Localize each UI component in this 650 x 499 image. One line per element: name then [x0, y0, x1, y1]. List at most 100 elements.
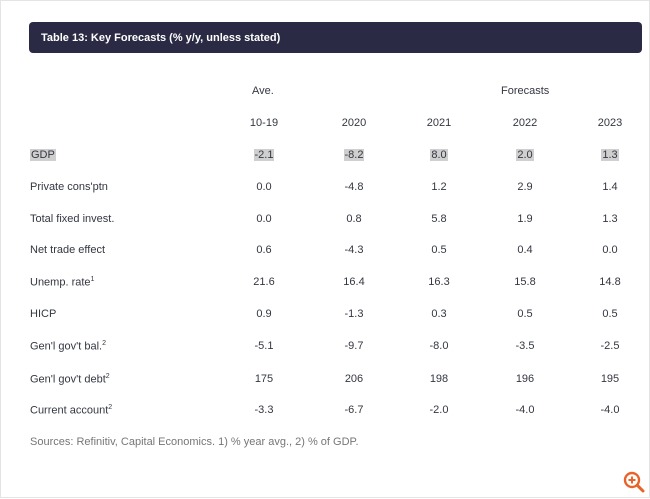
cell-value: 175	[254, 373, 274, 385]
cell-value: 1.2	[431, 181, 447, 193]
cell-value: -3.5	[515, 340, 535, 352]
cell-value: 1.3	[602, 213, 618, 225]
zoom-in-icon[interactable]	[622, 470, 646, 494]
column-header: 10-19	[249, 117, 279, 129]
cell-value: 1.4	[602, 181, 618, 193]
cell-value: 15.8	[514, 276, 536, 288]
table-cell: 1.4	[580, 181, 640, 193]
table-cell: -1.3	[324, 308, 384, 320]
cell-value: 196	[515, 373, 535, 385]
cell-value: 0.5	[517, 308, 533, 320]
footnote-marker: 2	[108, 404, 113, 411]
table-cell: 8.0	[409, 149, 469, 161]
table-cell: -4.3	[324, 244, 384, 256]
table-cell: 206	[324, 373, 384, 385]
cell-value: -4.0	[600, 404, 620, 416]
cell-value: -8.0	[429, 340, 449, 352]
table-cell: 0.5	[495, 308, 555, 320]
cell-value: 2.0	[516, 149, 534, 161]
cell-value: 14.8	[599, 276, 621, 288]
cell-value: 0.0	[602, 244, 618, 256]
table-cell: -3.5	[495, 340, 555, 352]
table-cell: -8.0	[409, 340, 469, 352]
table-cell: 1.2	[409, 181, 469, 193]
row-label: Current account2	[30, 404, 112, 417]
cell-value: -2.1	[253, 149, 275, 161]
table-cell: 1.3	[580, 213, 640, 225]
cell-value: 0.5	[602, 308, 618, 320]
table-cell: 0.3	[409, 308, 469, 320]
cell-value: 0.0	[256, 213, 272, 225]
row-label-text: Current account	[30, 404, 109, 417]
cell-value: 206	[344, 373, 364, 385]
cell-value: -5.1	[254, 340, 274, 352]
cell-value: -9.7	[344, 340, 364, 352]
table-cell: 198	[409, 373, 469, 385]
table-cell: 15.8	[495, 276, 555, 288]
table-cell: 14.8	[580, 276, 640, 288]
cell-value: -1.3	[344, 308, 364, 320]
table-cell: 0.5	[580, 308, 640, 320]
table-cell: -5.1	[234, 340, 294, 352]
cell-value: 0.6	[256, 244, 272, 256]
table-title-bar: Table 13: Key Forecasts (% y/y, unless s…	[29, 22, 642, 53]
row-label-text: Private cons'ptn	[30, 181, 108, 193]
table-cell: 16.3	[409, 276, 469, 288]
column-header: 2021	[426, 117, 452, 129]
cell-value: 0.0	[256, 181, 272, 193]
row-label-text: Gen'l gov't bal.	[30, 340, 103, 353]
footnote-marker: 2	[105, 373, 110, 380]
cell-value: 0.9	[256, 308, 272, 320]
cell-value: 195	[600, 373, 620, 385]
table-cell: 0.5	[409, 244, 469, 256]
cell-value: 16.4	[343, 276, 365, 288]
row-label: HICP	[30, 308, 56, 320]
cell-value: 16.3	[428, 276, 450, 288]
cell-value: -4.3	[344, 244, 364, 256]
cell-value: 5.8	[431, 213, 447, 225]
cell-value: 0.8	[346, 213, 362, 225]
cell-value: 21.6	[253, 276, 275, 288]
cell-value: 8.0	[430, 149, 448, 161]
column-header: 2022	[512, 117, 538, 129]
table-cell: -2.5	[580, 340, 640, 352]
cell-value: 0.4	[517, 244, 533, 256]
cell-value: 1.9	[517, 213, 533, 225]
zoom-button[interactable]	[622, 470, 646, 494]
table-cell: 21.6	[234, 276, 294, 288]
column-header: 2020	[341, 117, 367, 129]
row-label: Net trade effect	[30, 244, 105, 256]
row-label-text: Unemp. rate	[30, 276, 91, 289]
cell-value: 198	[429, 373, 449, 385]
table-cell: 1.3	[580, 149, 640, 161]
cell-value: 1.3	[601, 149, 619, 161]
row-label: Total fixed invest.	[30, 213, 114, 225]
table-cell: 0.8	[324, 213, 384, 225]
cell-value: 2.9	[517, 181, 533, 193]
row-label: Unemp. rate1	[30, 276, 94, 289]
table-cell: -4.8	[324, 181, 384, 193]
table-cell: 16.4	[324, 276, 384, 288]
table-cell: -2.1	[234, 149, 294, 161]
row-label: Gen'l gov't debt2	[30, 373, 110, 386]
table-cell: 0.4	[495, 244, 555, 256]
cell-value: -3.3	[254, 404, 274, 416]
table-cell: 0.0	[234, 181, 294, 193]
table-cell: 175	[234, 373, 294, 385]
row-label-text: Net trade effect	[30, 244, 106, 256]
cell-value: 0.5	[431, 244, 447, 256]
table-cell: -2.0	[409, 404, 469, 416]
table-cell: -4.0	[495, 404, 555, 416]
table-cell: -4.0	[580, 404, 640, 416]
footnote-marker: 1	[90, 276, 95, 283]
cell-value: -4.8	[344, 181, 364, 193]
table-cell: 0.9	[234, 308, 294, 320]
row-label-text: GDP	[30, 149, 56, 161]
average-group-header: Ave.	[252, 85, 274, 97]
table-cell: -6.7	[324, 404, 384, 416]
table-cell: 5.8	[409, 213, 469, 225]
cell-value: -8.2	[343, 149, 365, 161]
table-cell: 2.9	[495, 181, 555, 193]
table-cell: -9.7	[324, 340, 384, 352]
